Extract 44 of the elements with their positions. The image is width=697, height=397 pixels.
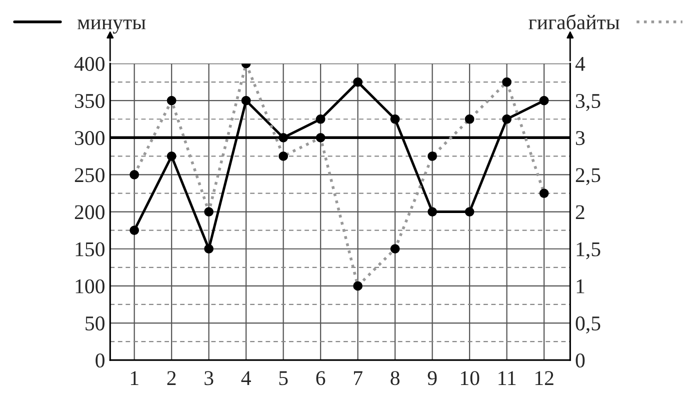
point bbox=[464, 207, 474, 216]
y-tick-label: 350 bbox=[75, 94, 104, 108]
point bbox=[502, 114, 512, 124]
point bbox=[390, 114, 400, 124]
y-tick-label: 200 bbox=[74, 205, 104, 220]
y2-tick-label: 3 bbox=[576, 131, 585, 146]
x-tick-label: 3 bbox=[204, 371, 214, 386]
y2-tick-label: 2,5 bbox=[576, 168, 600, 186]
y2-tick-label: 1 bbox=[576, 279, 584, 294]
y2-tick-label: 4 bbox=[575, 57, 586, 71]
x-tick-label: 12 bbox=[535, 371, 554, 385]
y-tick-label: 150 bbox=[76, 242, 104, 256]
point bbox=[166, 152, 176, 161]
point bbox=[130, 226, 140, 236]
text: гигабайты bbox=[528, 14, 620, 30]
y-tick-label: 0 bbox=[96, 353, 104, 368]
point bbox=[204, 244, 214, 254]
x-tick-label: 10 bbox=[460, 371, 480, 386]
x-tick-label: 1 bbox=[130, 371, 138, 385]
point bbox=[241, 96, 251, 106]
y-tick-label: 100 bbox=[76, 279, 104, 294]
y2-tick-label: 0,5 bbox=[576, 316, 600, 334]
point bbox=[278, 132, 288, 142]
y2-tick-label: 0 bbox=[576, 353, 585, 368]
point bbox=[539, 96, 549, 106]
x-tick-label: 6 bbox=[316, 371, 326, 386]
x-tick-label: 8 bbox=[390, 371, 400, 386]
x-tick-label: 7 bbox=[354, 371, 362, 385]
y-tick-label: 400 bbox=[74, 56, 104, 71]
x-tick-label: 11 bbox=[498, 371, 516, 385]
y-tick-label: 300 bbox=[75, 131, 104, 146]
y2-tick-label: 3,5 bbox=[576, 94, 600, 112]
y-tick-label: 50 bbox=[86, 316, 104, 330]
x-tick-label: 9 bbox=[428, 371, 437, 386]
point bbox=[353, 77, 363, 87]
legend-label: минуты bbox=[78, 20, 146, 34]
x-tick-label: 2 bbox=[167, 371, 176, 385]
y2-tick-label: 2 bbox=[576, 205, 584, 220]
point bbox=[316, 114, 326, 124]
x-tick-label: 5 bbox=[279, 371, 288, 386]
y-tick-label: 250 bbox=[74, 168, 104, 182]
point bbox=[428, 207, 438, 216]
y2-tick-label: 1,5 bbox=[576, 242, 600, 260]
x-tick-label: 4 bbox=[241, 371, 251, 385]
